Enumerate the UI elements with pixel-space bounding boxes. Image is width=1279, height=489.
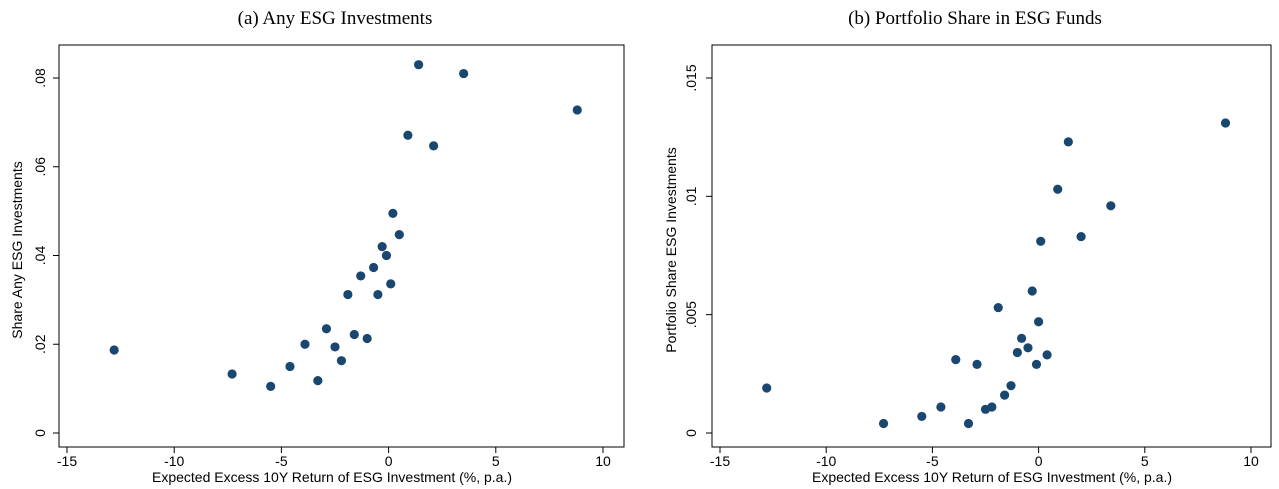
panel-b-data-point [1053, 184, 1063, 194]
panel-a-data-point [388, 208, 398, 218]
panel-b-data-point [972, 359, 982, 369]
panel-b-data-point [1031, 359, 1042, 369]
panel-b-data-point [987, 402, 997, 412]
panel-b-x-tick-label: 0 [1035, 453, 1043, 469]
panel-a-x-tick-label: 5 [492, 453, 500, 469]
panel-a-y-tick-label: .04 [32, 246, 48, 266]
panel-b-x-tick-label: 5 [1141, 453, 1149, 469]
panel-b-data-point [1017, 333, 1027, 343]
panel-a-marks: -15 -10 -5 0 5 10 0 .02 .04 .06 .08 [32, 44, 625, 469]
panel-a-data-point [321, 324, 332, 334]
panel-a-data-point [227, 369, 237, 379]
panel-b-data-point [1042, 350, 1052, 360]
panel-a-y-tick-label: .02 [32, 334, 48, 354]
panel-a-data-point [109, 345, 119, 355]
panel-a-data-point [403, 130, 413, 140]
panel-a-data-point [313, 376, 323, 386]
panel-b-data-point [917, 411, 927, 422]
panel-a-data-point [285, 361, 295, 372]
panel-b-data-point [878, 418, 889, 429]
panel-b-data-point [963, 418, 974, 429]
panel-a-chart: (a) Any ESG Investments -15 -10 -5 0 5 10 0 .02… [9, 8, 625, 485]
panel-b-chart: (b) Portfolio Share in ESG Funds -15 -10-… [663, 8, 1272, 485]
panel-a-data-point [386, 279, 396, 289]
panel-b-x-tick-label: -15 [710, 453, 730, 469]
panel-a-y-tick-label: .06 [32, 157, 48, 177]
panel-a-x-axis-label: Expected Excess 10Y Return of ESG Invest… [152, 469, 512, 485]
panel-b-data-point [1006, 381, 1016, 391]
panel-b-y-tick-label: .015 [683, 64, 699, 91]
panel-a-data-point [266, 381, 276, 392]
panel-b-x-tick-label: -10 [816, 453, 836, 469]
panel-a-data-point [368, 262, 379, 273]
panel-a-data-point [572, 105, 582, 115]
panel-b-data-point [936, 402, 946, 412]
panel-a-data-point [429, 141, 439, 151]
panel-a-x-tick-label: -5 [275, 453, 288, 469]
panel-b-y-axis-label: Portfolio Share ESG Investments [663, 147, 679, 352]
panel-a-data-point [300, 339, 310, 349]
panel-b-data-point [762, 383, 772, 393]
panel-a-data-point [336, 356, 347, 366]
panel-b-data-point [1000, 390, 1010, 400]
panel-b-data-point [993, 302, 1003, 313]
panel-a-y-tick-label: .08 [32, 68, 48, 88]
panel-a-plot-frame [58, 44, 625, 448]
panel-a-data-point [373, 289, 383, 300]
panel-a-data-point [459, 68, 469, 79]
panel-b-y-tick-label: .005 [683, 301, 699, 328]
panel-b-x-axis-label: Expected Excess 10Y Return of ESG Invest… [812, 469, 1172, 485]
panel-b-y-tick-label: 0 [683, 429, 699, 437]
panel-a-data-point [362, 333, 372, 344]
panel-a-data-point [377, 242, 387, 252]
panel-b-data-point [1027, 286, 1037, 296]
panel-a-data-point [343, 289, 353, 300]
panel-b-data-point [951, 355, 961, 365]
panel-a-y-axis-label: Share Any ESG Investments [9, 161, 25, 338]
panel-a-x-tick-label: -10 [164, 453, 184, 469]
panel-a-title: (a) Any ESG Investments [238, 8, 433, 29]
panel-b-plot-frame [711, 44, 1272, 448]
panel-a-data-point [394, 230, 404, 240]
panel-b-marks: -15 -10 -5 0 5 10 0 .005 .01 .015 [683, 44, 1272, 469]
panel-b-data-point [1012, 347, 1022, 358]
panel-b-title: (b) Portfolio Share in ESG Funds [848, 8, 1102, 29]
panel-b-y-tick-label: .01 [683, 186, 699, 206]
panel-b-data-point [1076, 231, 1086, 242]
panel-b-x-tick-label: 10 [1243, 453, 1259, 469]
panel-b-x-tick-label: -5 [926, 453, 939, 469]
panel-a-data-point [349, 329, 359, 340]
panel-b-data-point [1063, 137, 1073, 147]
panel-b-data-point [1023, 343, 1033, 353]
panel-a-x-tick-label: 0 [385, 453, 393, 469]
panel-a-x-tick-label: 10 [595, 453, 611, 469]
panel-a-data-point [414, 60, 424, 70]
panel-b-data-point [1106, 201, 1116, 211]
panel-b-data-point [1036, 236, 1046, 246]
panel-a-data-point [330, 342, 340, 352]
panel-a-data-point [381, 250, 392, 261]
panel-a-data-point [356, 271, 366, 281]
panel-b-data-point [1034, 317, 1044, 327]
panel-a-x-tick-label: -15 [57, 453, 77, 469]
panel-a-y-tick-label: 0 [32, 429, 48, 437]
panel-b-data-point [1220, 118, 1231, 128]
